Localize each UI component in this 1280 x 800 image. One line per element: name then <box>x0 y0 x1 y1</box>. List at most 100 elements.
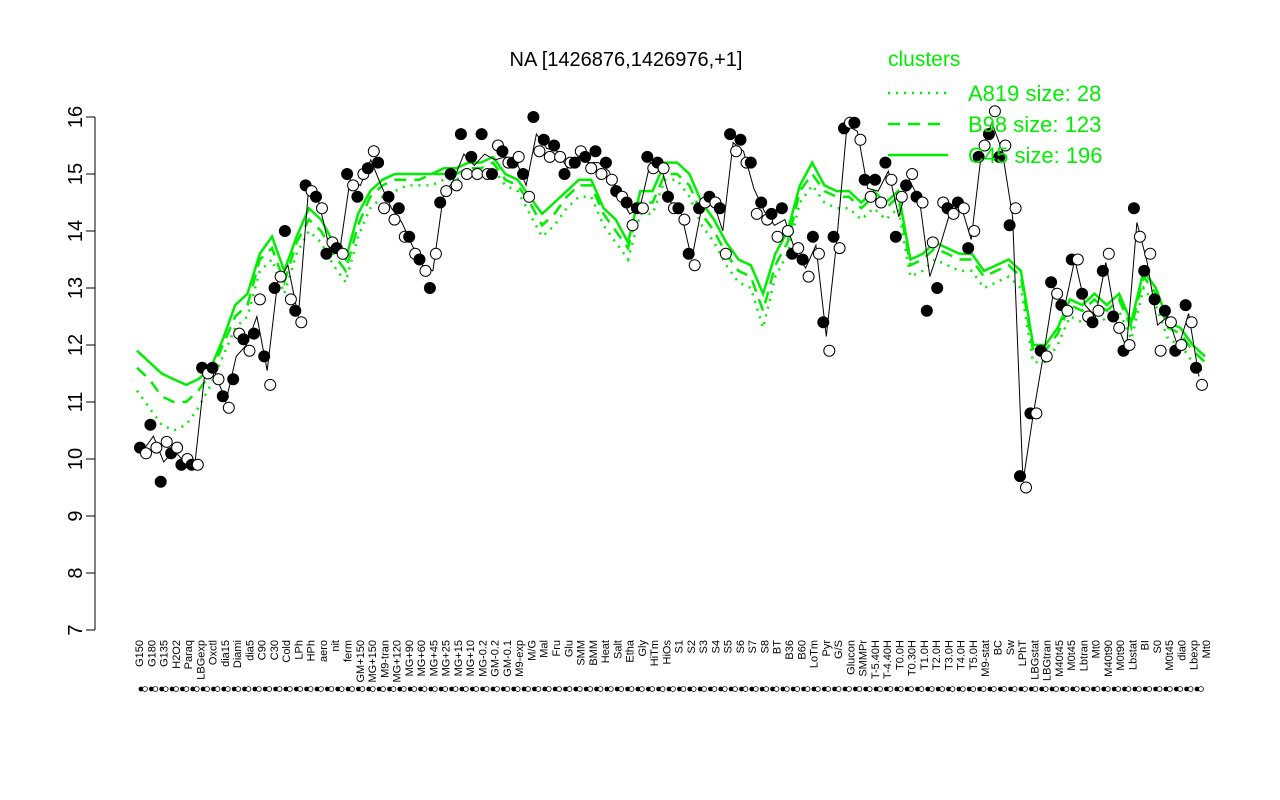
data-point <box>895 190 908 203</box>
data-point <box>429 247 442 260</box>
x-tick-label: T1.0H <box>919 640 931 670</box>
x-mark <box>939 686 945 692</box>
data-point <box>160 435 173 448</box>
y-tick-label: 15 <box>65 163 87 185</box>
x-mark <box>770 686 775 692</box>
x-tick-label: LBGexp <box>195 640 207 680</box>
x-mark <box>366 686 372 692</box>
x-mark <box>1029 686 1034 692</box>
x-tick-label: GM-0.1 <box>502 640 514 677</box>
x-mark <box>752 686 759 692</box>
x-tick-label: Oxctl <box>208 640 220 665</box>
x-mark <box>718 686 724 692</box>
x-mark <box>1194 686 1200 692</box>
data-point <box>864 190 877 203</box>
x-mark <box>469 686 475 692</box>
data-point <box>1020 481 1032 494</box>
data-point <box>1076 287 1089 300</box>
data-point <box>724 128 737 141</box>
x-tick-label: S4 <box>710 640 722 653</box>
data-point <box>968 225 981 237</box>
x-mark <box>276 686 283 692</box>
data-point <box>243 344 256 357</box>
x-mark <box>545 686 552 692</box>
x-tick-label: Paraq <box>183 640 195 669</box>
x-tick-label: Gly <box>637 640 649 657</box>
x-tick-label: S3 <box>698 640 710 653</box>
data-point <box>775 202 788 215</box>
data-point <box>523 190 536 203</box>
x-mark <box>877 686 883 692</box>
data-point <box>320 247 333 260</box>
x-tick-label: Fru <box>551 640 563 657</box>
x-mark <box>597 686 604 692</box>
x-tick-label: SMMPr <box>858 640 870 677</box>
x-mark <box>463 686 469 692</box>
x-mark <box>987 686 993 692</box>
data-point <box>1127 202 1140 215</box>
x-tick-label: M9-stat <box>980 640 992 677</box>
x-tick-label: MG+60 <box>416 640 428 676</box>
data-point <box>999 139 1012 152</box>
data-point <box>548 139 561 152</box>
x-mark <box>801 686 806 692</box>
x-tick-label: dia0 <box>1177 640 1189 661</box>
x-mark <box>721 686 728 692</box>
x-mark <box>846 686 852 692</box>
x-tick-label: G/S <box>833 640 845 659</box>
data-point <box>662 190 674 203</box>
x-mark <box>152 686 159 692</box>
legend: clusters A819 size: 28 B98 size: 123 C45 s… <box>888 48 1103 168</box>
data-point <box>636 202 649 215</box>
x-mark <box>894 686 900 692</box>
x-tick-label: M/G <box>527 640 539 661</box>
x-tick-label: M40t90 <box>1103 640 1115 677</box>
x-mark <box>832 686 837 692</box>
x-tick-label: B36 <box>784 640 796 660</box>
data-point <box>1102 247 1115 260</box>
data-point <box>1045 276 1058 289</box>
data-point <box>812 247 825 260</box>
data-point <box>289 304 302 317</box>
x-tick-label: Lbtran <box>1078 640 1090 671</box>
x-mark <box>928 686 935 692</box>
x-tick-label: S6 <box>735 640 747 653</box>
data-point <box>972 150 985 163</box>
data-point <box>1164 316 1177 329</box>
data-point <box>978 139 991 152</box>
x-mark <box>162 686 169 692</box>
x-tick-label: G180 <box>146 640 158 667</box>
x-mark <box>946 686 951 692</box>
x-mark <box>960 686 966 692</box>
data-point <box>823 344 836 357</box>
x-mark <box>1070 686 1076 692</box>
data-point <box>858 173 871 186</box>
legend-label: C45 size: 196 <box>968 143 1103 168</box>
x-tick-label: SMM <box>576 640 588 666</box>
x-tick-label: MG+45 <box>428 640 440 676</box>
x-mark <box>511 686 517 692</box>
x-tick-label: MG+120 <box>392 640 404 683</box>
data-point <box>1086 316 1099 329</box>
data-point <box>512 150 525 163</box>
x-mark <box>328 686 335 692</box>
data-point <box>496 145 509 158</box>
x-mark <box>1101 686 1107 692</box>
x-mark <box>273 686 278 692</box>
x-mark <box>304 686 309 692</box>
y-tick-label: 13 <box>65 277 87 299</box>
x-tick-label: C90 <box>257 640 269 660</box>
data-point <box>212 373 225 386</box>
x-tick-label: M0t45 <box>1066 640 1078 671</box>
data-point <box>1040 350 1053 363</box>
data-point <box>1133 230 1146 243</box>
x-tick-label: M9-exp <box>514 640 526 677</box>
data-point <box>900 179 913 192</box>
x-tick-label: C30 <box>269 640 281 660</box>
data-point <box>833 242 846 255</box>
x-mark <box>262 686 268 692</box>
data-point <box>171 441 184 454</box>
x-mark <box>190 686 196 692</box>
x-mark <box>452 686 459 692</box>
x-mark <box>825 686 832 692</box>
